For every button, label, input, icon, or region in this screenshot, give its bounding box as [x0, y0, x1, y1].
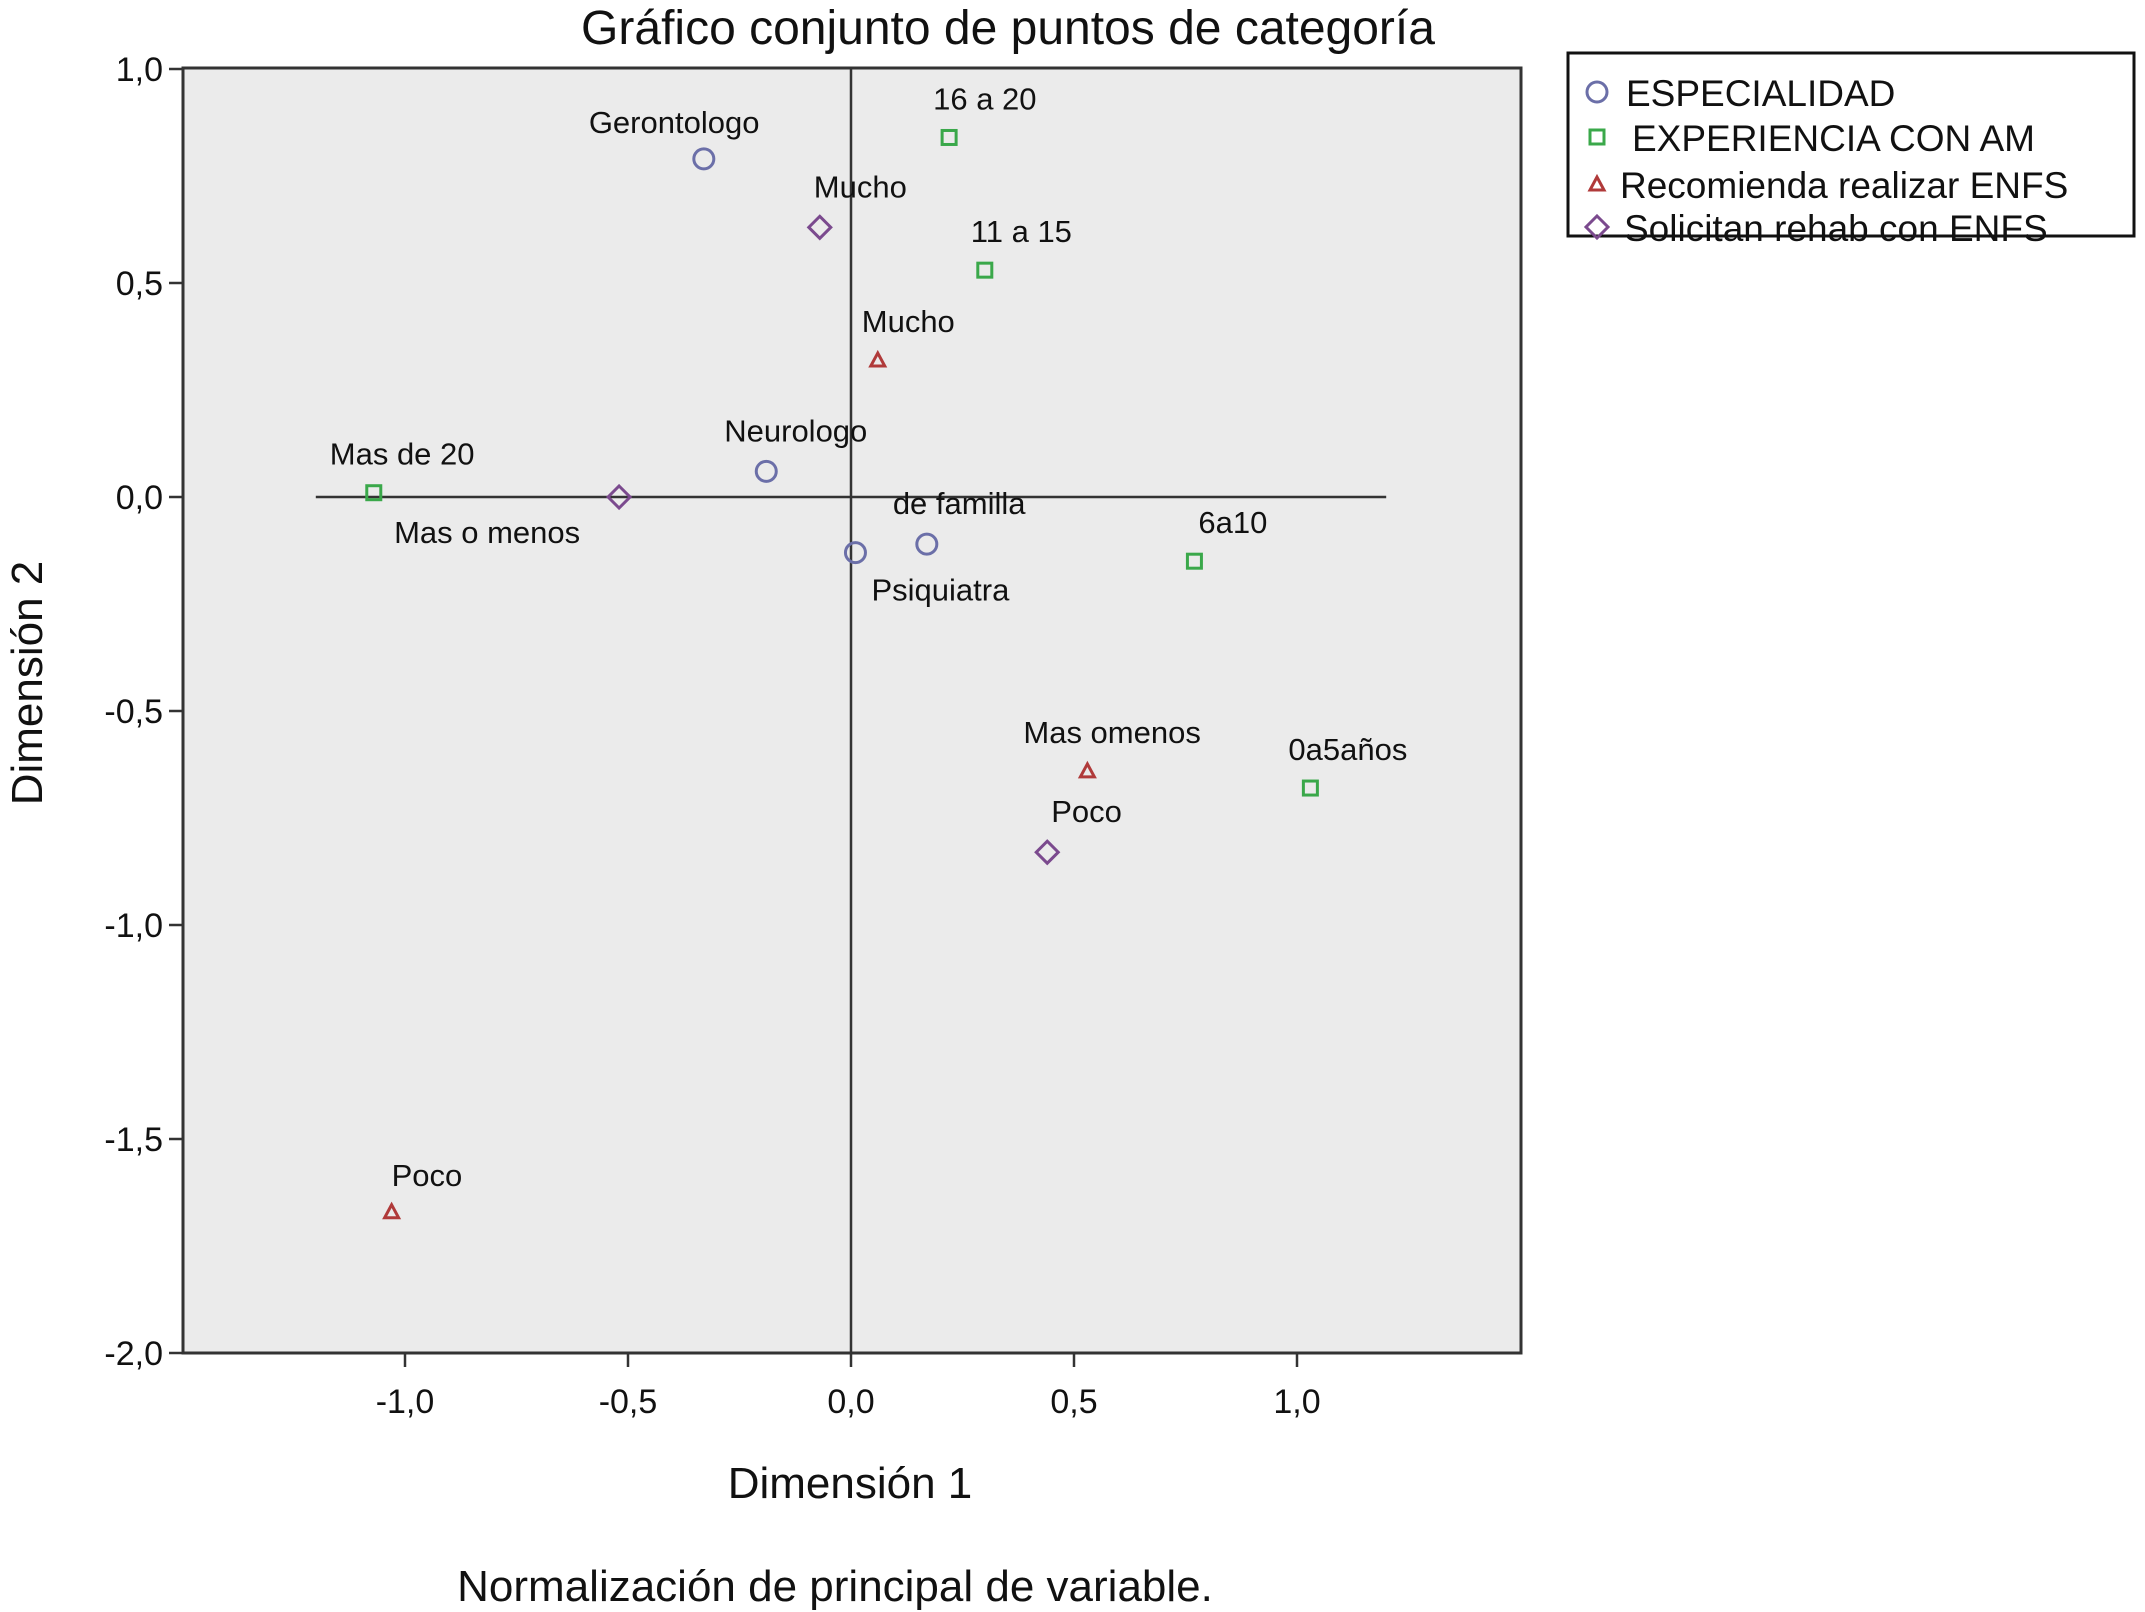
point-label: Psiquiatra — [871, 573, 1010, 608]
data-point-circle — [915, 532, 939, 556]
point-label: Poco — [1051, 794, 1122, 829]
x-axis-ticks: -1,0 -0,5 0,0 0,5 1,0 — [376, 1353, 1321, 1421]
data-point-circle — [754, 459, 778, 483]
point-label: Mucho — [814, 169, 907, 204]
legend-label: Solicitan rehab con ENFS — [1624, 208, 2048, 249]
reference-lines — [315, 68, 1387, 1353]
y-axis-ticks: 1,0 0,5 0,0 -0,5 -1,0 -1,5 -2,0 — [104, 51, 185, 1373]
x-tick-label: 1,0 — [1273, 1383, 1320, 1421]
y-tick-label: 0,5 — [116, 265, 163, 303]
point-labels: Gerontologo Neurologo de familla Psiquiatra… — [330, 81, 1408, 1192]
point-label: Mas omenos — [1023, 715, 1200, 750]
data-point-circle — [843, 541, 867, 565]
legend-box — [1566, 51, 2136, 238]
point-label: Mas de 20 — [330, 437, 475, 472]
data-point-triangle — [868, 349, 888, 368]
point-label: Poco — [392, 1158, 463, 1193]
legend-marker-circle — [1585, 80, 1609, 104]
y-axis-title: Dimensión 2 — [3, 561, 52, 806]
normalization-note: Normalización de principal de variable. — [457, 1562, 1213, 1611]
data-point-triangle — [1077, 760, 1097, 779]
data-point-square — [1185, 552, 1203, 570]
data-point-triangle — [382, 1201, 402, 1220]
point-label: Neurologo — [724, 413, 867, 448]
data-points — [365, 128, 1319, 1220]
data-point-diamond — [605, 483, 633, 511]
data-point-square — [365, 484, 383, 502]
legend-label: ESPECIALIDAD — [1626, 73, 1895, 114]
point-label: Mucho — [862, 304, 955, 339]
point-label: 6a10 — [1198, 505, 1267, 540]
chart-title: Gráfico conjunto de puntos de categoría — [581, 2, 1435, 55]
legend-marker-diamond — [1583, 213, 1611, 241]
data-point-circle — [692, 147, 716, 171]
y-tick-label: -1,0 — [104, 907, 163, 945]
point-label: de familla — [893, 486, 1026, 521]
point-label: 0a5años — [1288, 732, 1407, 767]
x-tick-label: -1,0 — [376, 1383, 435, 1421]
y-tick-label: -1,5 — [104, 1121, 163, 1159]
data-point-diamond — [1034, 839, 1061, 866]
point-label: 16 a 20 — [933, 81, 1036, 116]
x-tick-label: 0,5 — [1050, 1383, 1097, 1421]
point-label: Gerontologo — [589, 105, 760, 140]
point-label: 11 a 15 — [971, 214, 1072, 249]
x-tick-label: -0,5 — [599, 1383, 658, 1421]
legend-marker-square — [1588, 128, 1606, 146]
data-point-square — [1301, 779, 1319, 797]
legend-label: Recomienda realizar ENFS — [1620, 165, 2068, 206]
y-tick-label: -0,5 — [104, 693, 163, 731]
x-tick-label: 0,0 — [827, 1383, 874, 1421]
data-point-square — [940, 128, 958, 146]
y-tick-label: -2,0 — [104, 1335, 163, 1373]
point-label: Mas o menos — [394, 515, 580, 550]
legend-marker-triangle — [1587, 173, 1607, 192]
x-axis-title: Dimensión 1 — [728, 1459, 973, 1508]
data-point-square — [976, 261, 994, 279]
legend-label: EXPERIENCIA CON AM — [1632, 118, 2035, 159]
y-tick-label: 0,0 — [116, 479, 163, 517]
data-point-diamond — [806, 214, 833, 241]
y-tick-label: 1,0 — [116, 51, 163, 89]
